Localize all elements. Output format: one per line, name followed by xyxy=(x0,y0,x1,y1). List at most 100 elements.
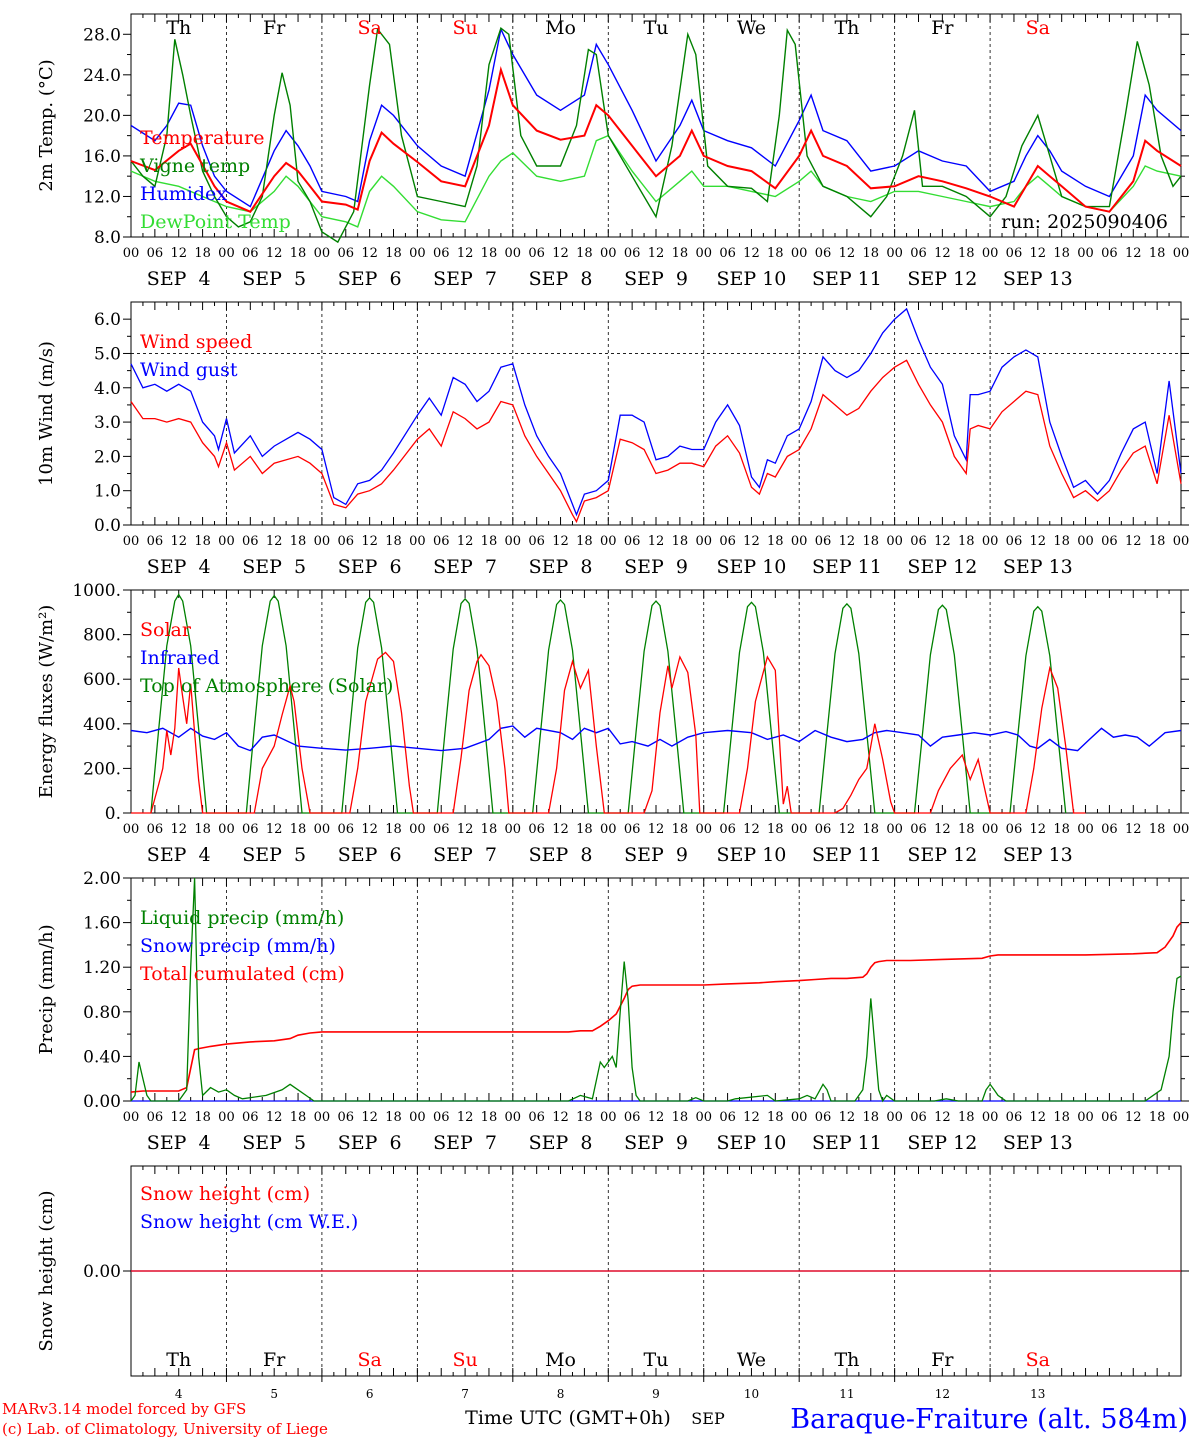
series-line xyxy=(130,725,1182,752)
hour-tick-label: 00 xyxy=(123,534,140,549)
hour-tick-label: 18 xyxy=(672,534,689,549)
hour-tick-label: 06 xyxy=(433,534,450,549)
day-of-week-label: Mo xyxy=(545,1349,576,1371)
hour-tick-label: 06 xyxy=(528,1110,545,1125)
hour-tick-label: 06 xyxy=(910,1110,927,1125)
hour-tick-label: 06 xyxy=(719,822,736,837)
hour-tick-label: 06 xyxy=(719,246,736,261)
hour-tick-label: 00 xyxy=(1173,534,1190,549)
y-tick-label: 16.0 xyxy=(83,147,121,167)
hour-tick-label: 06 xyxy=(337,534,354,549)
legend-entry: DewPoint Temp xyxy=(140,211,291,233)
time-axis-label: Time UTC (GMT+0h) xyxy=(465,1407,671,1429)
hour-tick-label: 12 xyxy=(552,534,569,549)
y-tick-label: 200. xyxy=(83,759,121,779)
hour-tick-label: 12 xyxy=(743,822,760,837)
hour-tick-label: 00 xyxy=(1173,822,1190,837)
hour-tick-label: 00 xyxy=(982,534,999,549)
day-of-week-label: Th xyxy=(834,1349,859,1371)
y-tick-label: 3.0 xyxy=(94,413,121,433)
y-tick-label: 0.80 xyxy=(83,1003,121,1023)
hour-tick-label: 06 xyxy=(910,822,927,837)
hour-tick-label: 12 xyxy=(648,822,665,837)
hour-tick-label: 00 xyxy=(886,246,903,261)
legend-entry: Humidex xyxy=(140,183,227,205)
date-label: SEP 12 xyxy=(907,556,977,578)
day-number-label: 9 xyxy=(652,1387,660,1401)
hour-tick-label: 00 xyxy=(409,534,426,549)
y-tick-label: 6.0 xyxy=(94,310,121,330)
hour-tick-label: 18 xyxy=(481,246,498,261)
day-number-label: 5 xyxy=(270,1387,278,1401)
credit-line-1: MARv3.14 model forced by GFS xyxy=(2,1400,246,1418)
day-of-week-label: Mo xyxy=(545,17,576,39)
hour-tick-label: 12 xyxy=(266,1110,283,1125)
hour-tick-label: 06 xyxy=(1006,1110,1023,1125)
hour-tick-label: 18 xyxy=(767,822,784,837)
hour-tick-label: 00 xyxy=(409,1110,426,1125)
date-label: SEP 10 xyxy=(717,268,787,290)
hour-tick-label: 18 xyxy=(385,1110,402,1125)
hour-tick-label: 18 xyxy=(576,246,593,261)
hour-tick-label: 12 xyxy=(552,1110,569,1125)
day-number-label: 8 xyxy=(557,1387,565,1401)
hour-tick-label: 18 xyxy=(290,534,307,549)
hour-tick-label: 00 xyxy=(123,246,140,261)
date-label: SEP 4 xyxy=(147,844,211,866)
y-tick-label: 400. xyxy=(83,715,121,735)
hour-tick-label: 12 xyxy=(648,246,665,261)
series-line xyxy=(130,307,1182,517)
hour-tick-label: 06 xyxy=(1101,534,1118,549)
day-of-week-label: Fr xyxy=(263,1349,286,1371)
y-tick-label: 1.0 xyxy=(94,482,121,502)
hour-tick-label: 18 xyxy=(958,1110,975,1125)
hour-tick-label: 18 xyxy=(767,246,784,261)
hour-tick-label: 12 xyxy=(552,822,569,837)
y-tick-label: 0.00 xyxy=(83,1262,121,1282)
date-label: SEP 13 xyxy=(1003,1132,1073,1154)
date-label: SEP 12 xyxy=(907,844,977,866)
hour-tick-label: 12 xyxy=(839,246,856,261)
hour-tick-label: 00 xyxy=(505,246,522,261)
panel-frame xyxy=(130,589,1182,814)
hour-tick-label: 06 xyxy=(815,534,832,549)
hour-tick-label: 00 xyxy=(600,822,617,837)
hour-tick-label: 06 xyxy=(242,822,259,837)
day-of-week-label: Tu xyxy=(644,1349,669,1371)
hour-tick-label: 06 xyxy=(719,1110,736,1125)
hour-tick-label: 12 xyxy=(170,822,187,837)
hour-tick-label: 18 xyxy=(576,534,593,549)
date-label: SEP 13 xyxy=(1003,268,1073,290)
legend-entry: Snow height (cm W.E.) xyxy=(140,1211,358,1233)
hour-tick-label: 12 xyxy=(1125,534,1142,549)
hour-tick-label: 00 xyxy=(1077,246,1094,261)
hour-tick-label: 12 xyxy=(1125,246,1142,261)
hour-tick-label: 12 xyxy=(361,246,378,261)
hour-tick-label: 18 xyxy=(1053,246,1070,261)
date-label: SEP 5 xyxy=(242,556,306,578)
hour-tick-label: 00 xyxy=(886,534,903,549)
hour-tick-label: 12 xyxy=(361,534,378,549)
hour-tick-label: 06 xyxy=(337,246,354,261)
y-tick-label: 1000. xyxy=(72,581,121,601)
date-label: SEP 5 xyxy=(242,268,306,290)
y-axis-label: Snow height (cm) xyxy=(36,1190,57,1351)
date-label: SEP 7 xyxy=(433,844,497,866)
date-label: SEP 11 xyxy=(812,1132,882,1154)
y-tick-label: 0. xyxy=(105,804,121,824)
hour-tick-label: 18 xyxy=(194,1110,211,1125)
hour-tick-label: 18 xyxy=(385,534,402,549)
hour-tick-label: 18 xyxy=(385,822,402,837)
day-number-label: 4 xyxy=(175,1387,183,1401)
hour-tick-label: 12 xyxy=(170,534,187,549)
hour-tick-label: 06 xyxy=(433,822,450,837)
day-of-week-label: Su xyxy=(452,17,477,39)
day-of-week-label: We xyxy=(737,1349,766,1371)
legend-entry: Top of Atmosphere (Solar) xyxy=(140,675,393,697)
hour-tick-label: 18 xyxy=(862,822,879,837)
hour-tick-label: 06 xyxy=(624,822,641,837)
hour-tick-label: 18 xyxy=(385,246,402,261)
date-label: SEP 5 xyxy=(242,1132,306,1154)
hour-tick-label: 12 xyxy=(1030,534,1047,549)
hour-tick-label: 18 xyxy=(862,246,879,261)
